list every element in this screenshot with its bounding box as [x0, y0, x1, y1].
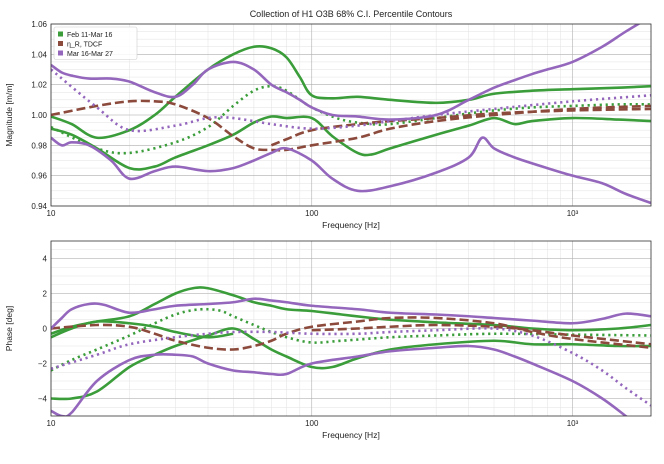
series-group [51, 286, 651, 416]
x-tick-label: 10 [47, 419, 56, 428]
y-tick-label: 0.96 [31, 172, 47, 181]
x-tick-label: 10³ [567, 419, 579, 428]
y-tick-label: 1.04 [31, 50, 47, 59]
y-tick-label: 0.94 [31, 202, 47, 211]
legend-label: η_R, TDCF [67, 42, 102, 49]
legend: Feb 11-Mar 16 η_R, TDCF Mar 16-Mar 27 [53, 26, 138, 60]
series-group [51, 24, 651, 205]
y-tick-label: 1.06 [31, 20, 47, 29]
y-axis-label: Magnitude [m/m] [4, 83, 14, 146]
chart-title: Collection of H1 O3B 68% C.I. Percentile… [250, 9, 453, 19]
y-tick-label: 2 [43, 290, 48, 299]
plot-frame [50, 240, 652, 417]
series-line [51, 115, 651, 171]
x-axis-label: Frequency [Hz] [322, 220, 380, 230]
series-line [51, 327, 651, 407]
legend-label: Mar 16-Mar 27 [67, 51, 113, 58]
y-tick-label: −4 [38, 395, 48, 404]
x-axis-label: Frequency [Hz] [322, 430, 380, 440]
legend-swatch [58, 41, 63, 46]
y-axis-label: Phase [deg] [4, 306, 14, 351]
y-tick-label: 0 [43, 325, 48, 334]
legend-swatch [58, 31, 63, 37]
x-tick-label: 10 [47, 209, 56, 218]
series-line [51, 316, 651, 351]
x-tick-label: 100 [305, 209, 319, 218]
series-line [51, 319, 234, 339]
y-tick-label: −2 [38, 360, 48, 369]
series-line [51, 307, 651, 372]
magnitude-panel: 10 100 10³ 0.94 0.96 0.98 1.00 1.02 1.04 1.06 Freq… [4, 20, 652, 230]
series-line [51, 344, 628, 416]
x-tick-label: 10³ [567, 209, 579, 218]
series-line [51, 45, 651, 140]
series-line [311, 323, 651, 346]
y-tick-label: 0.98 [31, 141, 47, 150]
series-line [51, 297, 651, 330]
legend-swatch [58, 50, 63, 56]
y-tick-label: 1.00 [31, 111, 47, 120]
series-line [51, 327, 651, 401]
x-tick-label: 100 [305, 419, 319, 428]
phase-panel: 10 100 10³ −4 −2 0 2 4 Frequency [Hz] Phase [deg] [4, 240, 652, 440]
legend-box [53, 26, 138, 60]
plot-frame [50, 23, 652, 207]
series-line [270, 107, 651, 147]
legend-label: Feb 11-Mar 16 [67, 32, 112, 39]
series-line [51, 99, 651, 152]
y-tick-label: 4 [43, 255, 48, 264]
series-line [51, 136, 651, 205]
series-line [51, 24, 641, 121]
y-tick-label: 1.02 [31, 81, 47, 90]
